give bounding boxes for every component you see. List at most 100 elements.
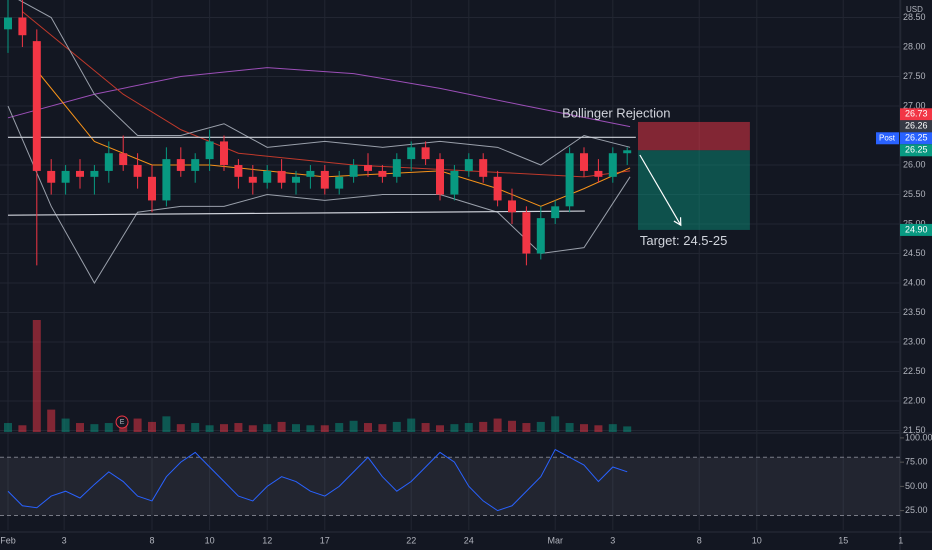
candle-body <box>306 170 315 177</box>
y-tick-label: 21.50 <box>903 425 926 435</box>
volume-bar <box>450 424 459 432</box>
x-tick-label: 22 <box>406 535 416 545</box>
y-tick-label: 28.50 <box>903 12 926 22</box>
candle-body <box>479 159 488 177</box>
rsi-tick-label: 100.00 <box>905 432 932 442</box>
candle-body <box>133 165 142 177</box>
candle-body <box>320 170 329 189</box>
candle-body <box>191 159 200 171</box>
rsi-line <box>7 448 628 512</box>
y-tick-label: 22.00 <box>903 395 926 405</box>
candle-body <box>47 170 56 183</box>
candle-body <box>407 147 416 160</box>
volume-bar <box>608 424 617 432</box>
volume-bar <box>436 425 445 432</box>
volume-bar <box>292 424 301 432</box>
currency: USD <box>906 5 923 14</box>
rsi-band <box>0 457 900 516</box>
candle-body <box>565 153 574 207</box>
candle-body <box>493 176 502 201</box>
volume-bar <box>464 423 473 432</box>
y-tick-label: 23.50 <box>903 307 926 317</box>
arrow-head <box>673 217 682 227</box>
candle-body <box>580 153 589 171</box>
candle-body <box>392 159 401 177</box>
candle-body <box>364 165 373 171</box>
y-tick-label: 24.50 <box>903 248 926 258</box>
candle-body <box>162 159 171 201</box>
volume-bar <box>277 421 286 432</box>
candle-body <box>551 206 560 219</box>
candle-body <box>61 170 70 183</box>
y-tick-label: 22.50 <box>903 366 926 376</box>
volume-bar <box>407 418 416 432</box>
candle-body <box>594 170 603 177</box>
candle-body <box>104 153 113 171</box>
price-label-box <box>900 223 932 236</box>
candle-body <box>508 200 517 213</box>
x-tick-label: 8 <box>697 535 702 545</box>
tag-box <box>876 132 899 145</box>
candle-body <box>349 165 358 177</box>
x-tick-label: 10 <box>205 535 215 545</box>
candle-body <box>248 176 257 183</box>
candle-body <box>608 153 617 177</box>
indicator-line <box>7 105 631 285</box>
candle-body <box>148 176 157 201</box>
y-tick-label: 27.50 <box>903 71 926 81</box>
candle-body <box>90 170 99 177</box>
x-tick-label: 10 <box>752 535 762 545</box>
x-tick-label: 24 <box>464 535 474 545</box>
price-label-box <box>900 108 932 121</box>
y-tick-label: 27.00 <box>903 100 926 110</box>
volume-bar <box>522 423 531 432</box>
volume-bar <box>220 424 229 432</box>
candle-body <box>536 218 545 254</box>
volume-bar <box>479 421 488 432</box>
rsi-tick-label: 25.00 <box>905 505 928 515</box>
candle-body <box>220 141 229 166</box>
candle-body <box>335 176 344 189</box>
volume-bar <box>76 423 85 432</box>
stop-zone <box>638 121 750 151</box>
y-tick-label: 26.00 <box>903 159 926 169</box>
candle-body <box>234 165 243 177</box>
x-tick-label: 3 <box>62 535 67 545</box>
annotation: Bollinger Rejection <box>562 106 670 121</box>
volume-bar <box>104 423 113 432</box>
x-tick-label: Mar <box>547 535 563 545</box>
volume-bar <box>32 320 41 432</box>
candle-body <box>205 141 214 160</box>
candle-body <box>18 17 27 36</box>
price-label: 26.26 <box>905 121 928 131</box>
x-tick-label: 12 <box>262 535 272 545</box>
volume-bar <box>536 421 545 432</box>
y-tick-label: 24.00 <box>903 277 926 287</box>
volume-bar <box>176 424 185 432</box>
x-tick-label: 1 <box>898 535 903 545</box>
volume-bar <box>594 425 603 432</box>
volume-bar <box>508 420 517 432</box>
candle-body <box>292 176 301 183</box>
candle-body <box>378 170 387 177</box>
price-label-box <box>900 144 932 157</box>
volume-bar <box>133 418 142 432</box>
volume-bar <box>392 421 401 432</box>
candle-body <box>263 170 272 183</box>
candle-body <box>436 159 445 195</box>
candle-body <box>4 17 13 30</box>
volume-bar <box>349 420 358 432</box>
y-tick-label: 25.00 <box>903 218 926 228</box>
volume-bar <box>421 423 430 432</box>
volume-bar <box>234 423 243 432</box>
x-tick-label: 3 <box>610 535 615 545</box>
volume-bar <box>61 418 70 432</box>
price-label-box <box>900 132 932 145</box>
volume-bar <box>378 424 387 432</box>
volume-bar <box>565 423 574 432</box>
price-label-box <box>900 120 932 133</box>
x-tick-label: Feb <box>0 535 16 545</box>
volume-bar <box>191 423 200 432</box>
